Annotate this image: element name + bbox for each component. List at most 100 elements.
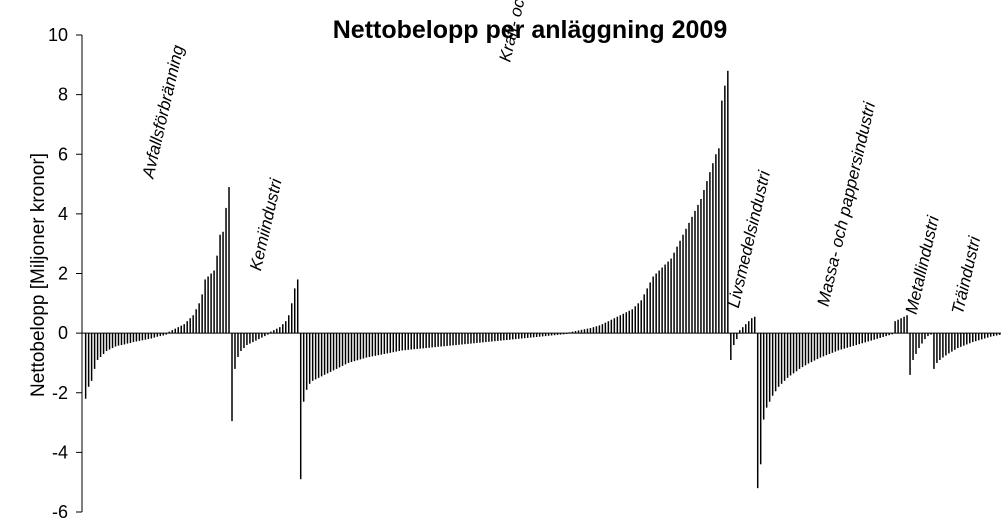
bar	[727, 70, 729, 334]
bar	[795, 333, 798, 372]
group-label: Livsmedelsindustri	[724, 168, 774, 310]
y-axis: 10 8 6 4 2 0 -2 -4 -6	[48, 25, 83, 519]
bar	[825, 333, 828, 356]
bar	[676, 246, 678, 334]
bar	[404, 333, 406, 351]
bar	[682, 234, 684, 334]
bar	[228, 187, 230, 334]
bar	[930, 333, 932, 335]
bar	[948, 333, 950, 354]
bar	[798, 333, 801, 369]
bar	[207, 276, 209, 334]
bar	[401, 333, 403, 351]
bar	[464, 333, 466, 345]
bar	[547, 333, 550, 336]
bar	[210, 273, 212, 334]
bar	[969, 333, 971, 344]
bar	[512, 333, 514, 340]
bar	[831, 333, 834, 353]
bar	[685, 228, 687, 334]
y-tick-label: 4	[58, 204, 68, 224]
bar	[135, 333, 138, 342]
bar	[652, 276, 654, 334]
bar	[750, 318, 753, 334]
bar	[801, 333, 804, 368]
bar	[780, 333, 783, 384]
bar	[377, 333, 380, 356]
bar	[846, 333, 849, 348]
bar	[180, 325, 182, 334]
bar	[446, 333, 448, 346]
bar	[840, 333, 843, 350]
bar	[556, 333, 559, 335]
bar	[299, 333, 302, 480]
bar	[288, 315, 290, 334]
bar	[255, 333, 257, 341]
bar	[437, 333, 439, 347]
bar	[870, 333, 872, 341]
bar	[819, 333, 822, 358]
bar	[691, 216, 693, 334]
bar	[96, 333, 99, 360]
group-label: Avfallsförbränning	[138, 43, 187, 181]
bar	[583, 329, 586, 334]
group-label: Metallindustri	[902, 213, 943, 316]
bar	[849, 333, 852, 347]
bar	[147, 333, 150, 340]
bar	[906, 315, 908, 334]
bar	[855, 333, 858, 346]
bar	[589, 328, 592, 334]
bar	[518, 333, 520, 339]
bar	[413, 333, 415, 350]
bar	[900, 318, 902, 334]
bar	[488, 333, 490, 342]
bar	[927, 333, 929, 337]
bar	[279, 327, 281, 334]
bar	[598, 325, 601, 334]
bar	[777, 333, 780, 387]
bar	[897, 319, 899, 334]
bar	[293, 288, 296, 334]
bar	[978, 333, 980, 341]
bar	[276, 328, 278, 334]
bar	[610, 319, 613, 334]
bar	[574, 331, 577, 334]
bar	[529, 333, 532, 338]
bar	[861, 333, 863, 344]
bar	[323, 333, 326, 375]
bar	[595, 326, 598, 334]
bar	[204, 279, 206, 334]
bar	[771, 333, 774, 396]
bar	[494, 333, 496, 342]
bar	[156, 333, 159, 337]
y-tick-label: 2	[58, 264, 68, 284]
bar	[813, 333, 816, 361]
bar	[87, 333, 90, 387]
bar	[607, 321, 610, 334]
bar	[634, 306, 636, 334]
bar	[637, 303, 639, 334]
bar	[356, 333, 359, 361]
bar	[822, 333, 825, 357]
bar	[264, 333, 266, 337]
bar	[604, 322, 607, 334]
bar	[90, 333, 93, 381]
bar	[317, 333, 320, 378]
bar	[362, 333, 365, 359]
bar	[550, 333, 553, 336]
bar	[625, 312, 628, 334]
bar	[410, 333, 412, 350]
bar	[571, 331, 574, 334]
bar	[168, 331, 171, 334]
bar	[768, 333, 771, 402]
bar	[983, 333, 986, 339]
bar	[966, 333, 968, 345]
bar	[416, 333, 418, 349]
bar	[915, 333, 917, 354]
bar	[129, 333, 132, 343]
bar	[933, 333, 935, 369]
bar	[216, 255, 218, 334]
bar	[431, 333, 433, 348]
bar	[497, 333, 499, 341]
bar	[697, 204, 699, 334]
